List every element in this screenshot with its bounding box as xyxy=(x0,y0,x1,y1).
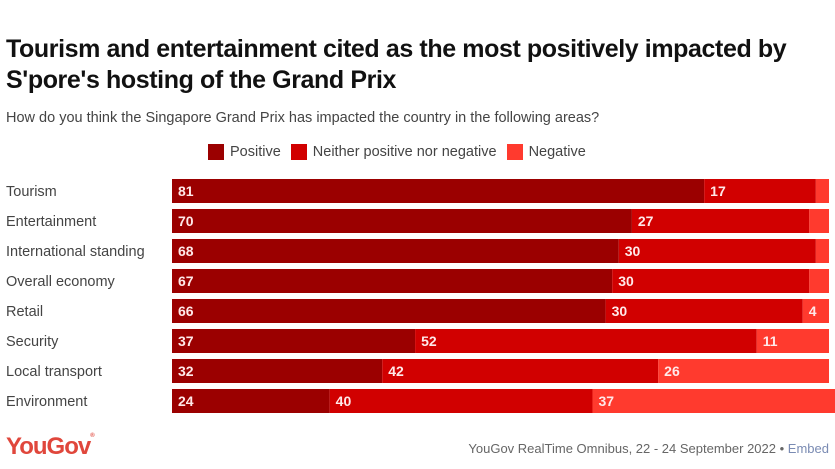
bar-retail-positive[interactable] xyxy=(172,299,606,323)
category-label-tourism: Tourism xyxy=(6,184,57,200)
value-label-environment-positive: 24 xyxy=(178,393,194,409)
value-label-security-negative: 11 xyxy=(763,333,778,349)
legend-label-neither: Neither positive nor negative xyxy=(312,144,497,160)
yougov-logo[interactable]: YouGov® xyxy=(6,433,95,461)
value-label-overall-economy-positive: 67 xyxy=(178,273,194,289)
bar-entertainment-neither-positive-nor-negative[interactable] xyxy=(631,209,810,233)
legend-item-neither: Neither positive nor negative xyxy=(290,144,497,160)
value-label-security-neither-positive-nor-negative: 52 xyxy=(421,333,437,349)
category-label-security: Security xyxy=(6,334,59,350)
logo-text: YouGov xyxy=(6,433,91,460)
value-label-international-standing-positive: 68 xyxy=(178,243,194,259)
logo-mark: ® xyxy=(90,433,95,439)
bar-overall-economy-positive[interactable] xyxy=(172,269,613,293)
chart-subtitle: How do you think the Singapore Grand Pri… xyxy=(6,110,600,126)
category-label-entertainment: Entertainment xyxy=(6,214,96,230)
bar-local-transport-positive[interactable] xyxy=(172,359,383,383)
legend-label-positive: Positive xyxy=(230,144,281,160)
value-label-international-standing-neither-positive-nor-negative: 30 xyxy=(625,243,641,259)
value-label-entertainment-neither-positive-nor-negative: 27 xyxy=(638,213,654,229)
bar-environment-neither-positive-nor-negative[interactable] xyxy=(329,389,593,413)
embed-link[interactable]: Embed xyxy=(787,441,829,456)
bar-security-neither-positive-nor-negative[interactable] xyxy=(415,329,757,353)
bar-overall-economy-negative[interactable] xyxy=(809,269,829,293)
separator: • xyxy=(776,441,788,456)
bar-tourism-negative[interactable] xyxy=(815,179,829,203)
category-label-retail: Retail xyxy=(6,304,43,320)
value-label-local-transport-negative: 26 xyxy=(664,363,680,379)
bar-retail-neither-positive-nor-negative[interactable] xyxy=(605,299,803,323)
value-label-security-positive: 37 xyxy=(178,333,194,349)
legend-label-negative: Negative xyxy=(528,144,586,160)
bar-security-positive[interactable] xyxy=(172,329,416,353)
bar-international-standing-neither-positive-nor-negative[interactable] xyxy=(618,239,816,263)
footer-source: YouGov RealTime Omnibus, 22 - 24 Septemb… xyxy=(468,441,829,456)
value-label-overall-economy-neither-positive-nor-negative: 30 xyxy=(618,273,634,289)
legend-item-positive: Positive xyxy=(208,144,281,160)
bar-retail-negative[interactable] xyxy=(802,299,829,323)
source-text: YouGov RealTime Omnibus, 22 - 24 Septemb… xyxy=(468,441,777,456)
legend: Positive Neither positive nor negative N… xyxy=(208,144,596,160)
bar-tourism-neither-positive-nor-negative[interactable] xyxy=(704,179,816,203)
legend-item-negative: Negative xyxy=(506,144,586,160)
value-label-retail-positive: 66 xyxy=(178,303,194,319)
value-label-entertainment-positive: 70 xyxy=(178,213,194,229)
value-label-tourism-neither-positive-nor-negative: 17 xyxy=(710,183,726,199)
legend-swatch-negative xyxy=(506,144,523,160)
bar-environment-negative[interactable] xyxy=(592,389,835,413)
bar-local-transport-neither-positive-nor-negative[interactable] xyxy=(382,359,659,383)
value-label-local-transport-positive: 32 xyxy=(178,363,194,379)
category-label-environment: Environment xyxy=(6,394,87,410)
value-label-local-transport-neither-positive-nor-negative: 42 xyxy=(388,363,404,379)
category-label-international-standing: International standing xyxy=(6,244,145,260)
stacked-bar-chart: Tourism 81 17 Entertainment 70 27 Internationa… xyxy=(6,179,835,413)
legend-swatch-neither xyxy=(290,144,307,160)
value-label-retail-negative: 4 xyxy=(809,303,817,319)
bar-international-standing-positive[interactable] xyxy=(172,239,619,263)
bar-international-standing-negative[interactable] xyxy=(815,239,829,263)
bar-environment-positive[interactable] xyxy=(172,389,330,413)
bar-local-transport-negative[interactable] xyxy=(658,359,829,383)
bar-entertainment-positive[interactable] xyxy=(172,209,632,233)
category-label-overall-economy: Overall economy xyxy=(6,274,116,290)
value-label-environment-neither-positive-nor-negative: 40 xyxy=(336,393,352,409)
value-label-environment-negative: 37 xyxy=(598,393,614,409)
legend-swatch-positive xyxy=(208,144,224,160)
category-label-local-transport: Local transport xyxy=(6,364,102,380)
value-label-tourism-positive: 81 xyxy=(178,183,194,199)
chart-title: Tourism and entertainment cited as the m… xyxy=(6,35,787,94)
bar-overall-economy-neither-positive-nor-negative[interactable] xyxy=(612,269,810,293)
bar-entertainment-negative[interactable] xyxy=(809,209,829,233)
bar-tourism-positive[interactable] xyxy=(172,179,705,203)
value-label-retail-neither-positive-nor-negative: 30 xyxy=(612,303,628,319)
bar-security-negative[interactable] xyxy=(756,329,829,353)
